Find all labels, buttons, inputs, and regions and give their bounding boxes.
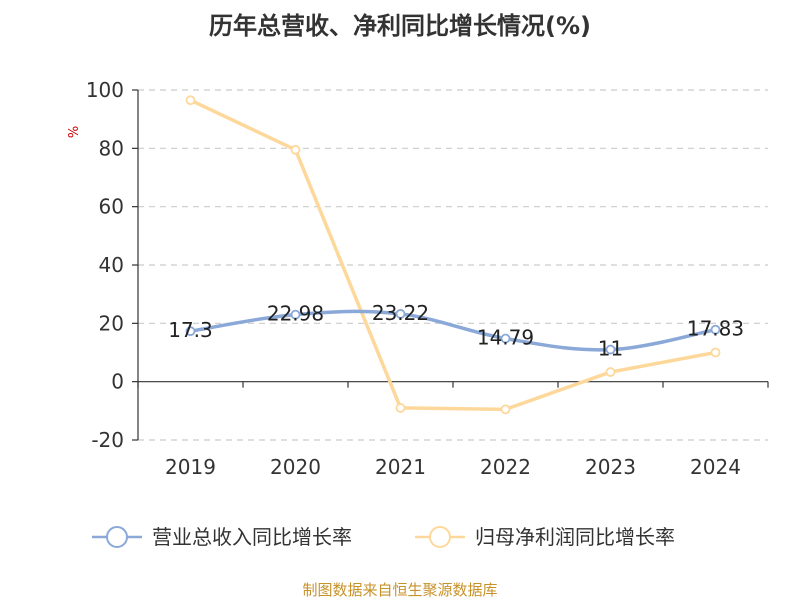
data-point (185, 326, 196, 337)
y-tick-label: 40 (99, 253, 124, 277)
x-tick-label: 2024 (690, 455, 741, 479)
legend-marker[interactable] (429, 526, 451, 548)
data-point (500, 333, 511, 344)
data-point (395, 309, 406, 319)
x-tick-label: 2023 (585, 455, 636, 479)
legend-marker[interactable] (106, 526, 128, 548)
data-point (290, 144, 301, 155)
chart-title: 历年总营收、净利同比增长情况(%) (209, 12, 591, 40)
data-point (500, 404, 511, 415)
y-tick-labels: 100 80 60 40 20 0 -20 (86, 78, 124, 452)
data-label: 14.79 (477, 326, 534, 350)
x-tick-label: 2019 (165, 455, 216, 479)
grid-lines (132, 89, 768, 441)
x-tick-label: 2021 (375, 455, 426, 479)
y-tick-label: 100 (86, 78, 124, 102)
data-point (605, 367, 616, 377)
data-label: 11 (598, 337, 623, 361)
data-label: 23.22 (372, 301, 429, 325)
data-point (605, 344, 616, 355)
data-label: 17.3 (168, 318, 213, 342)
x-tick-label: 2020 (270, 455, 321, 479)
data-labels: 17.3 22.98 23.22 14.79 11 17.83 (168, 301, 744, 361)
legend-label[interactable]: 归母净利润同比增长率 (475, 525, 675, 549)
legend: 营业总收入同比增长率 归母净利润同比增长率 (92, 525, 675, 549)
axes (137, 90, 769, 440)
series-layer (185, 95, 721, 415)
y-tick-label: 60 (99, 195, 124, 219)
series-line (188, 98, 718, 412)
data-point (710, 324, 721, 335)
y-tick-label: -20 (91, 428, 124, 452)
x-tick-labels: 2019 2020 2021 2022 2023 2024 (165, 455, 741, 479)
data-label: 17.83 (687, 317, 744, 341)
legend-label[interactable]: 营业总收入同比增长率 (152, 525, 352, 549)
source-note: 制图数据来自恒生聚源数据库 (302, 581, 497, 599)
data-point (185, 95, 196, 106)
x-tick-label: 2022 (480, 455, 531, 479)
y-axis-unit: % (67, 126, 82, 138)
data-label: 22.98 (267, 302, 324, 326)
data-point (710, 347, 721, 358)
y-tick-label: 20 (99, 311, 124, 335)
series-line (188, 309, 718, 352)
data-point (395, 403, 406, 413)
y-tick-label: 80 (99, 136, 124, 160)
y-tick-label: 0 (111, 370, 124, 394)
data-point (290, 309, 301, 320)
